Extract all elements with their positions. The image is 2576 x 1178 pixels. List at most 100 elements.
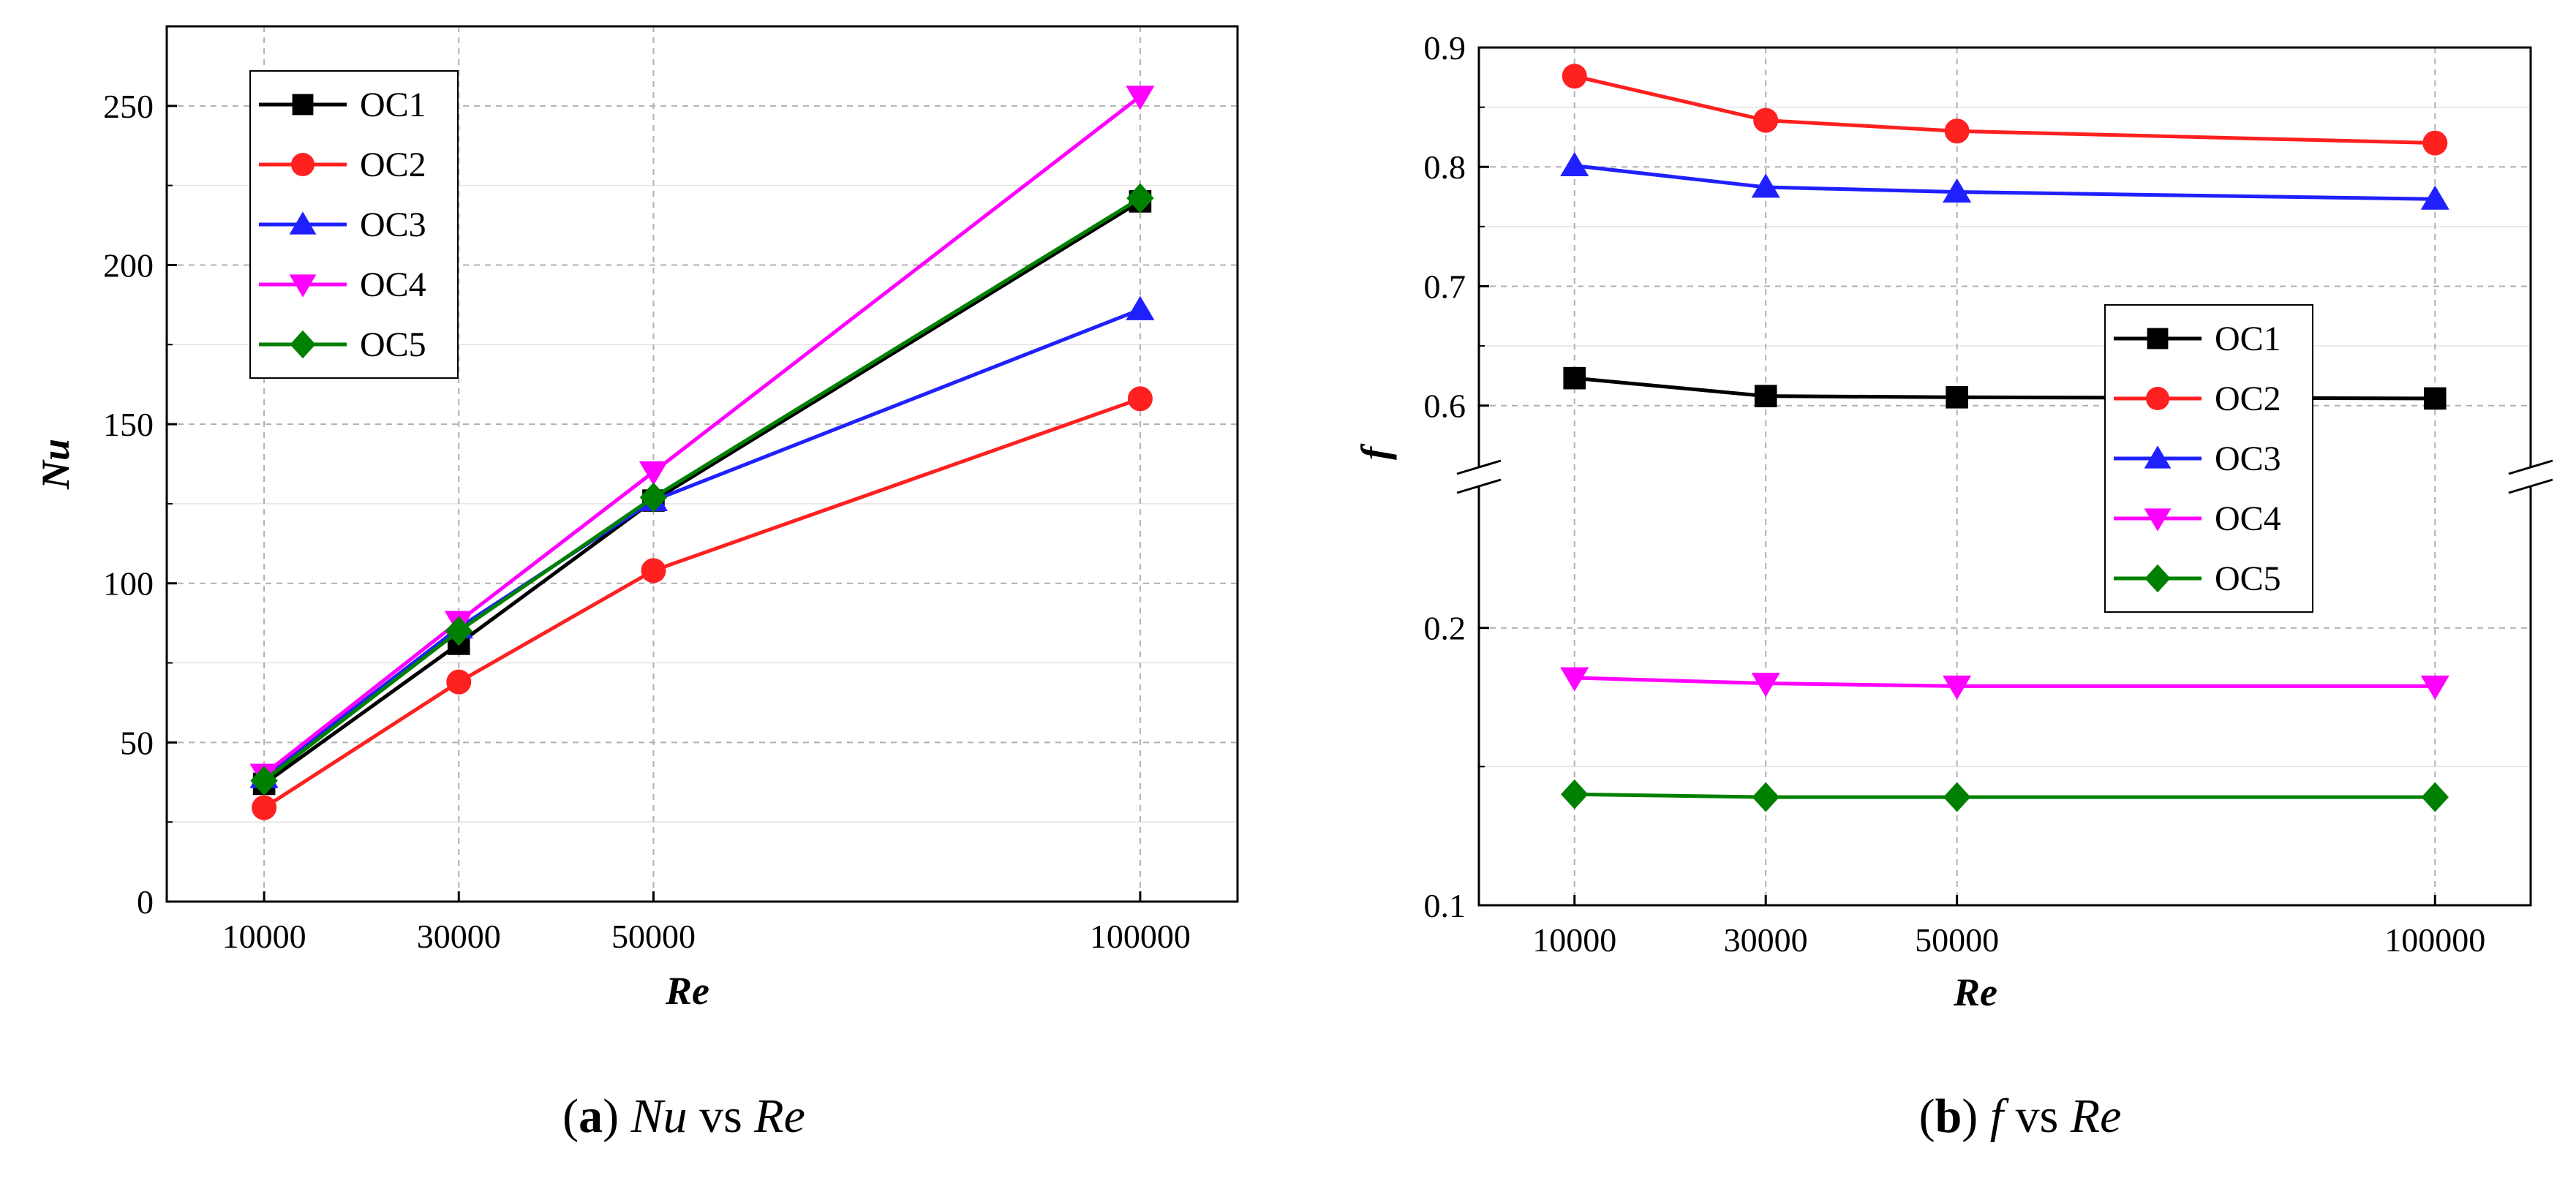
x-tick-label: 50000 — [1915, 921, 1999, 959]
data-point-OC3 — [1943, 178, 1972, 203]
panel-b-legend-label: OC1 — [2215, 320, 2281, 358]
chart-panel-a: 0 50 100 150 200 250 10000 30000 50000 100000 Re Nu… — [0, 0, 1262, 1143]
series-line-OC4 — [1574, 676, 2436, 688]
data-point-OC3 — [2420, 185, 2449, 210]
panel-a-caption: (a) Nu vs Re — [562, 1090, 805, 1143]
panel-a-legend-marker — [292, 94, 314, 116]
data-point-OC5 — [250, 766, 278, 796]
data-point-OC5 — [639, 482, 668, 513]
panel-b-caption-part: vs — [2003, 1090, 2071, 1143]
x-axis-label: Re — [1953, 970, 1997, 1014]
panel-b-legend-marker — [2147, 328, 2169, 350]
data-point-OC2 — [446, 669, 472, 695]
panel-b-legend-marker — [2144, 564, 2171, 593]
data-point-OC1 — [1946, 385, 1968, 409]
panel-b-background — [1331, 0, 2576, 1024]
plot-frame — [165, 25, 1239, 903]
plot-frame-upper — [1477, 46, 2532, 467]
panel-b-legend-label: OC5 — [2215, 559, 2281, 598]
data-point-OC4 — [1560, 667, 1589, 692]
axis-break-gap — [1454, 468, 1504, 486]
data-point-OC5 — [1752, 782, 1780, 812]
y-tick-label: 0.9 — [1424, 29, 1466, 67]
panel-a-legend-label: OC2 — [360, 146, 426, 184]
panel-b-legend-label: OC2 — [2215, 380, 2281, 418]
data-point-OC3 — [1560, 151, 1589, 177]
panel-a-legend-label: OC1 — [360, 86, 426, 124]
data-point-OC2 — [1562, 64, 1587, 89]
axis-break-gap — [2506, 468, 2556, 486]
y-tick-label: 0.8 — [1424, 148, 1466, 186]
panel-a-legend-marker — [289, 211, 317, 235]
data-point-OC3 — [1126, 295, 1155, 320]
panel-b-caption: (b) f vs Re — [1919, 1090, 2122, 1143]
data-point-OC4 — [1126, 86, 1155, 110]
y-tick-label: 0.2 — [1424, 610, 1466, 647]
data-point-OC2 — [1753, 107, 1779, 133]
series-line-OC2 — [263, 396, 1141, 809]
panel-a-caption-part: ) — [603, 1090, 630, 1143]
y-tick-label: 150 — [103, 406, 154, 443]
data-point-OC1 — [1563, 366, 1586, 390]
y-tick-label: 0 — [137, 883, 154, 921]
data-point-OC4 — [1751, 673, 1780, 698]
panel-a-caption-part: vs — [688, 1090, 755, 1143]
data-point-OC5 — [1126, 183, 1154, 214]
panel-a-legend-label: OC5 — [360, 325, 426, 364]
series-line-OC4 — [263, 94, 1142, 776]
axis-break-mark — [2508, 478, 2553, 494]
data-point-OC1 — [2423, 387, 2447, 410]
panel-a-legend-label: OC3 — [360, 205, 426, 244]
panel-a-caption-part: ( — [562, 1090, 579, 1143]
series-line-OC2 — [1574, 74, 2436, 146]
axis-break-mark — [2508, 459, 2553, 475]
panel-b-caption-part: ) — [1962, 1090, 1989, 1143]
y-tick-label: 0.1 — [1424, 887, 1466, 924]
data-point-OC5 — [1943, 782, 1971, 812]
panel-b-caption-part: b — [1935, 1090, 1962, 1143]
panel-a-caption-part: a — [579, 1090, 603, 1143]
data-point-OC2 — [1944, 118, 1970, 144]
data-point-OC4 — [1943, 675, 1972, 701]
panel-b-legend-label: OC3 — [2215, 439, 2281, 478]
panel-a-legend-marker — [291, 153, 315, 176]
plot-frame-lower — [1477, 487, 2532, 907]
x-tick-label: 10000 — [222, 918, 306, 955]
panel-b-legend-marker — [2146, 387, 2169, 410]
data-point-OC4 — [639, 461, 669, 486]
data-point-OC5 — [1561, 779, 1589, 809]
y-tick-label: 200 — [103, 246, 154, 284]
series-line-OC5 — [1574, 792, 2436, 799]
x-tick-label: 30000 — [1724, 921, 1808, 959]
data-point-OC2 — [2422, 130, 2448, 156]
data-point-OC3 — [1751, 173, 1780, 198]
panel-a-legend-marker — [290, 330, 316, 359]
y-tick-label: 250 — [103, 88, 154, 125]
data-point-OC5 — [445, 616, 472, 646]
x-tick-label: 30000 — [417, 918, 501, 955]
x-tick-label: 50000 — [611, 918, 696, 955]
axis-break-mark — [1456, 478, 1502, 494]
panel-a-legend-marker — [289, 274, 317, 298]
panel-b-legend-marker — [2144, 445, 2172, 469]
x-tick-label: 100000 — [1090, 918, 1191, 955]
series-line-OC5 — [263, 196, 1142, 782]
series-line-OC1 — [263, 200, 1142, 785]
x-tick-label: 100000 — [2384, 921, 2485, 959]
series-line-OC3 — [1574, 164, 2436, 201]
x-axis-label: Re — [665, 969, 709, 1013]
y-tick-label: 0.7 — [1424, 268, 1466, 305]
panel-b-caption-part: Re — [2070, 1090, 2122, 1143]
panel-a-legend-label: OC4 — [360, 265, 426, 304]
panel-a-caption-part: Nu — [630, 1090, 688, 1143]
data-point-OC1 — [1754, 385, 1777, 407]
data-point-OC5 — [2421, 782, 2449, 812]
data-point-OC2 — [1127, 386, 1153, 412]
data-point-OC2 — [252, 795, 277, 820]
y-axis-label: f — [1353, 443, 1397, 460]
data-point-OC2 — [641, 558, 666, 584]
chart-panel-b: 0.6 0.7 0.8 0.9 0.1 0.2 10000 30000 50000 100000 R… — [1331, 0, 2576, 1143]
data-point-OC4 — [2420, 675, 2449, 701]
panel-b-legend-label: OC4 — [2215, 499, 2281, 538]
